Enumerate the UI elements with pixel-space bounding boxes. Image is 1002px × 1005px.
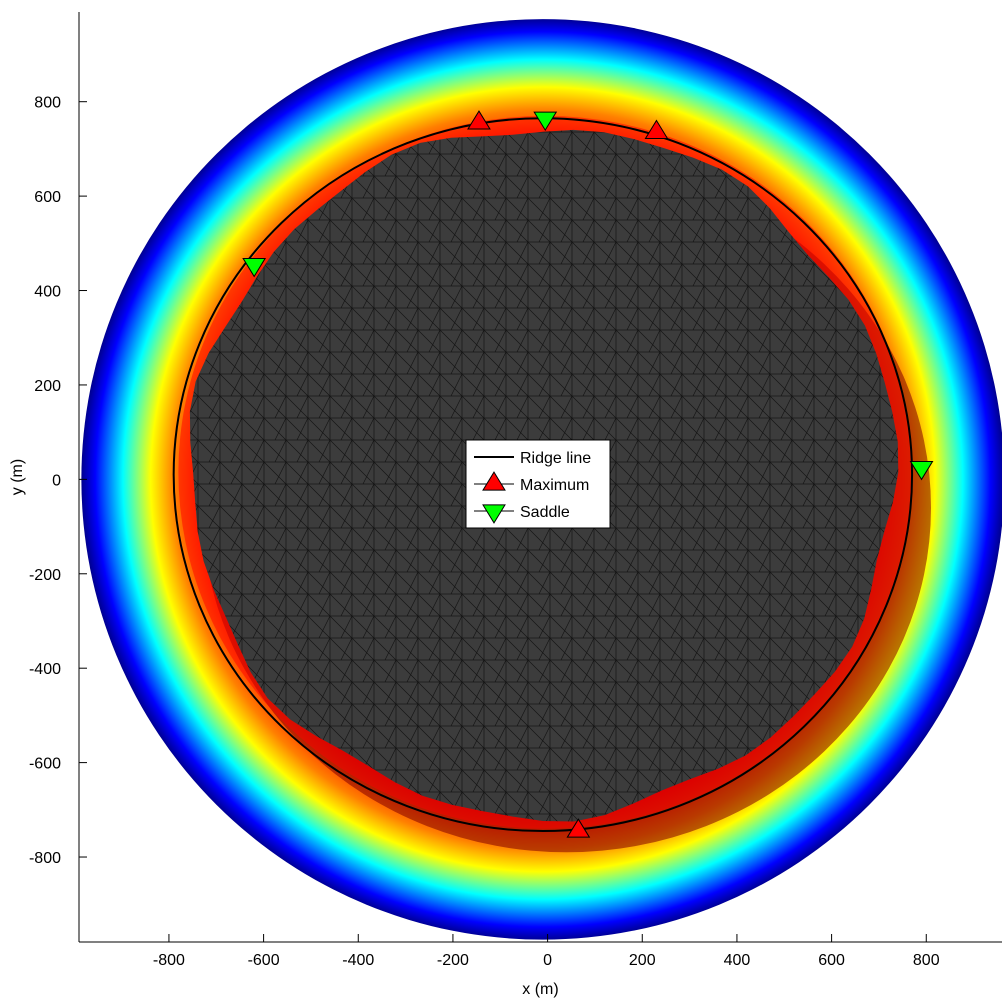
x-tick-label: -600 <box>248 952 280 969</box>
maximum-marker-3 <box>566 818 591 838</box>
y-tick-label: 200 <box>34 378 61 395</box>
y-tick-label: 800 <box>34 95 61 112</box>
x-axis-label: x (m) <box>522 981 558 998</box>
x-tick-label: -400 <box>342 952 374 969</box>
legend-label: Ridge line <box>520 450 591 467</box>
saddle-marker-3 <box>909 460 934 481</box>
saddle-marker-2 <box>242 257 267 278</box>
y-axis-label: y (m) <box>9 459 26 495</box>
legend-label: Saddle <box>520 504 570 521</box>
y-tick-label: 400 <box>34 284 61 301</box>
legend-swatch-saddle <box>482 504 506 524</box>
legend-label: Maximum <box>520 477 589 494</box>
y-tick-label: -600 <box>29 756 61 773</box>
x-tick-label: 200 <box>629 952 656 969</box>
y-tick-label: -800 <box>29 850 61 867</box>
y-tick-label: 600 <box>34 189 61 206</box>
y-tick-label: 0 <box>52 472 61 489</box>
maximum-marker-1 <box>467 110 491 130</box>
x-tick-label: 600 <box>818 952 845 969</box>
x-tick-label: 800 <box>913 952 940 969</box>
x-tick-label: -800 <box>153 952 185 969</box>
x-tick-label: -200 <box>437 952 469 969</box>
y-tick-label: -200 <box>29 567 61 584</box>
y-tick-label: -400 <box>29 661 61 678</box>
x-tick-label: 400 <box>724 952 751 969</box>
maximum-marker-2 <box>644 119 669 140</box>
legend-swatch-maximum <box>482 471 506 491</box>
legend: Ridge line Maximum Saddle <box>465 439 611 529</box>
x-tick-label: 0 <box>543 952 552 969</box>
saddle-marker-1 <box>533 111 558 132</box>
